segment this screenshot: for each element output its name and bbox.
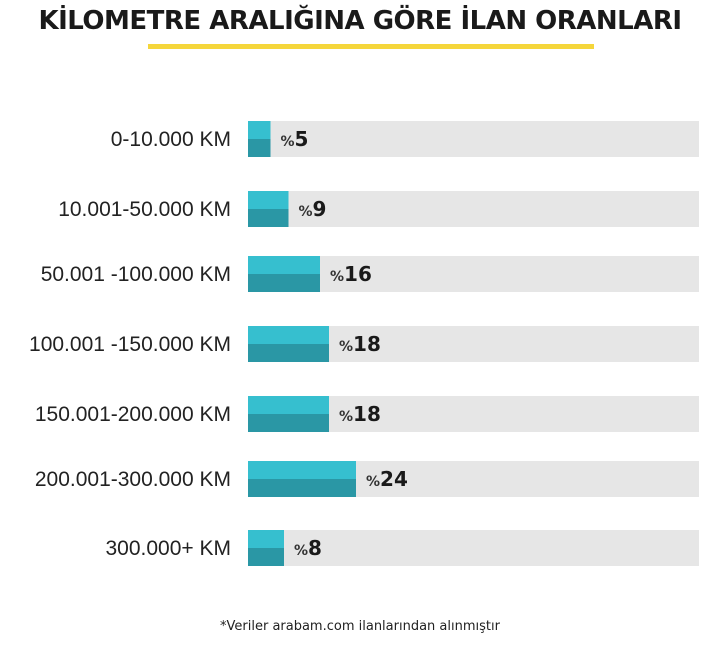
percent-sign: % <box>294 543 308 559</box>
percent-value: 8 <box>308 536 322 560</box>
bar-row: 300.000+ KM %8 <box>105 530 699 566</box>
bar-bottom-half <box>248 548 284 566</box>
percent-value: 18 <box>353 402 381 426</box>
bar-bottom-half <box>248 344 329 362</box>
bar-row: 0-10.000 KM %5 <box>111 121 699 157</box>
bar-row: 200.001-300.000 KM %24 <box>35 461 699 497</box>
value-label: %9 <box>299 197 327 221</box>
percent-sign: % <box>339 409 353 425</box>
bar-row: 10.001-50.000 KM %9 <box>58 191 699 227</box>
bar-top-half <box>248 461 356 479</box>
category-label: 0-10.000 KM <box>111 128 231 151</box>
chart-title: KİLOMETRE ARALIĞINA GÖRE İLAN ORANLARI <box>38 6 682 36</box>
bar-top-half <box>248 530 284 548</box>
bar <box>248 396 329 432</box>
category-label: 150.001-200.000 KM <box>35 403 231 426</box>
value-label: %8 <box>294 536 322 560</box>
bar-row: 50.001 -100.000 KM %16 <box>41 256 699 292</box>
title-underline <box>148 44 594 49</box>
bar-top-half <box>248 396 329 414</box>
percent-value: 9 <box>313 197 327 221</box>
value-label: %18 <box>339 332 381 356</box>
percent-sign: % <box>299 204 313 220</box>
percent-value: 16 <box>344 262 372 286</box>
bar-track <box>248 256 699 292</box>
category-label: 100.001 -150.000 KM <box>29 333 231 356</box>
bar <box>248 326 329 362</box>
value-label: %24 <box>366 467 408 491</box>
percent-value: 18 <box>353 332 381 356</box>
bar-bottom-half <box>248 139 271 157</box>
bar-row: 150.001-200.000 KM %18 <box>35 396 699 432</box>
percent-value: 24 <box>380 467 408 491</box>
bar <box>248 191 289 227</box>
bar-bottom-half <box>248 414 329 432</box>
category-label: 300.000+ KM <box>105 537 231 560</box>
value-label: %16 <box>330 262 372 286</box>
bar-track <box>248 121 699 157</box>
bar-track <box>248 191 699 227</box>
percent-value: 5 <box>295 127 309 151</box>
percent-sign: % <box>339 339 353 355</box>
category-label: 50.001 -100.000 KM <box>41 263 231 286</box>
bar <box>248 256 320 292</box>
category-label: 200.001-300.000 KM <box>35 468 231 491</box>
value-label: %18 <box>339 402 381 426</box>
bar-bottom-half <box>248 274 320 292</box>
bar-track <box>248 530 699 566</box>
bar-bottom-half <box>248 479 356 497</box>
footnote: *Veriler arabam.com ilanlarından alınmış… <box>220 619 500 634</box>
percent-sign: % <box>281 134 295 150</box>
category-label: 10.001-50.000 KM <box>58 198 231 221</box>
bar <box>248 121 271 157</box>
bar-top-half <box>248 256 320 274</box>
percent-sign: % <box>330 269 344 285</box>
bar-top-half <box>248 121 271 139</box>
percent-sign: % <box>366 474 380 490</box>
bar-row: 100.001 -150.000 KM %18 <box>29 326 699 362</box>
bar-top-half <box>248 326 329 344</box>
bar-bottom-half <box>248 209 289 227</box>
bar <box>248 530 284 566</box>
bar <box>248 461 356 497</box>
bar-top-half <box>248 191 289 209</box>
value-label: %5 <box>281 127 309 151</box>
